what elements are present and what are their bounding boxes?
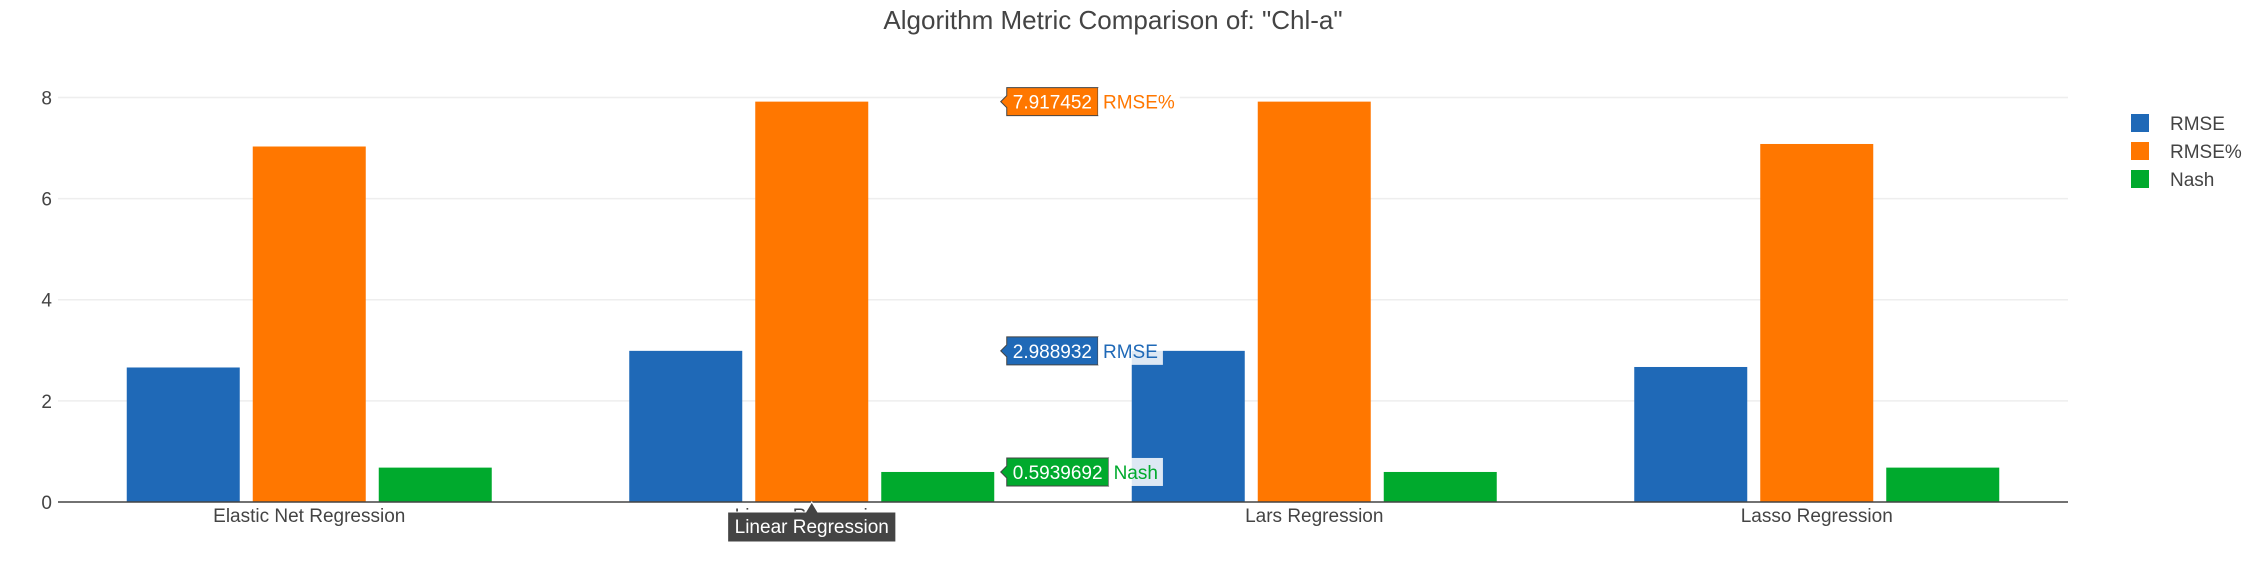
hover-value: 2.988932: [1013, 342, 1092, 363]
legend-swatch: [2131, 170, 2149, 188]
hover-name-bg: [1098, 87, 1180, 116]
legend-item[interactable]: RMSE%: [2131, 142, 2242, 163]
bar-nash[interactable]: [378, 467, 492, 502]
bar-rmse-pct[interactable]: [252, 146, 366, 502]
bar-nash[interactable]: [1886, 467, 2000, 502]
y-tick-label: 6: [41, 190, 52, 211]
x-tick-label: Elastic Net Regression: [213, 506, 405, 527]
y-tick-label: 8: [41, 88, 52, 109]
hover-name-bg: [1098, 336, 1163, 365]
bars[interactable]: [126, 101, 2000, 502]
y-axis-ticks: 0 2 4 6 8: [41, 88, 52, 514]
bar-nash[interactable]: [881, 471, 995, 502]
bar-nash[interactable]: [1383, 471, 1497, 502]
legend-item[interactable]: RMSE: [2131, 114, 2225, 135]
bar-rmse-pct[interactable]: [755, 101, 869, 502]
hover-label: 7.917452 RMSE%: [1000, 87, 1180, 117]
hover-category-label: Linear Regression: [727, 501, 897, 543]
legend[interactable]: RMSE RMSE% Nash: [2131, 114, 2242, 191]
hover-label: 2.988932 RMSE: [1000, 336, 1163, 366]
hover-category-box: [727, 501, 897, 543]
hover-value: 7.917452: [1013, 93, 1092, 114]
hover-series-name: Nash: [1114, 463, 1158, 484]
hover-label: 0.5939692 Nash: [1000, 457, 1163, 487]
legend-swatch: [2131, 142, 2149, 160]
y-tick-label: 2: [41, 392, 52, 413]
bar-rmse-pct[interactable]: [1257, 101, 1371, 502]
hover-value: 0.5939692: [1013, 463, 1103, 484]
y-tick-label: 0: [41, 493, 52, 514]
x-axis-ticks: Elastic Net RegressionLinear RegressionL…: [213, 506, 1893, 527]
legend-label: RMSE%: [2170, 142, 2242, 163]
bar-rmse[interactable]: [126, 367, 240, 502]
hover-series-name: RMSE: [1103, 342, 1158, 363]
x-tick-label: Lasso Regression: [1741, 506, 1893, 527]
bar-rmse[interactable]: [1634, 366, 1748, 502]
legend-label: RMSE: [2170, 114, 2225, 135]
bar-rmse[interactable]: [629, 350, 743, 502]
legend-swatch: [2131, 114, 2149, 132]
chart-title: Algorithm Metric Comparison of: "Chl-a": [883, 5, 1342, 35]
x-tick-label: Lars Regression: [1245, 506, 1383, 527]
bar-rmse-pct[interactable]: [1760, 143, 1874, 502]
legend-item[interactable]: Nash: [2131, 170, 2214, 191]
hover-labels: 7.917452 RMSE% 2.988932 RMSE 0.5939692 Nash Li…: [727, 87, 1180, 543]
y-tick-label: 4: [41, 291, 52, 312]
hover-name-bg: [1108, 457, 1163, 486]
legend-label: Nash: [2170, 170, 2214, 191]
hover-category-text: Linear Regression: [735, 517, 889, 538]
hover-series-name: RMSE%: [1103, 93, 1175, 114]
